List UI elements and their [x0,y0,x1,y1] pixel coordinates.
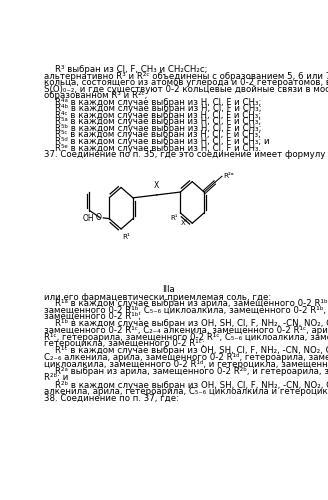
Text: R⁴ᵇ в каждом случае выбран из H, Cl, F и CH₃;: R⁴ᵇ в каждом случае выбран из H, Cl, F и… [55,104,262,114]
Text: 37. Соединение по п. 35, где это соединение имеет формулу IIIa: 37. Соединение по п. 35, где это соедине… [44,150,328,159]
Text: X¹: X¹ [181,220,188,226]
Text: R⁵ᶜ в каждом случае выбран из H, Cl, F и CH₃;: R⁵ᶜ в каждом случае выбран из H, Cl, F и… [55,130,261,140]
Text: R¹: R¹ [122,234,130,239]
Text: R¹ᶜ в каждом случае выбран из OH, SH, Cl, F, NH₂, -CN, NO₂, C₁₋₄ алкила и: R¹ᶜ в каждом случае выбран из OH, SH, Cl… [55,346,328,356]
Text: R¹ᵃ в каждом случае выбран из арила, замещенного 0-2 R¹ᵇ, гетероарила,: R¹ᵃ в каждом случае выбран из арила, зам… [55,299,328,308]
Text: R²ᵃ: R²ᵃ [223,174,234,180]
Text: R⁵ᵃ в каждом случае выбран из H, Cl, F и CH₃;: R⁵ᵃ в каждом случае выбран из H, Cl, F и… [55,118,261,126]
Text: альтернативно R³ и R²ᶜ объединены с образованием 5, 6 или 7-членного: альтернативно R³ и R²ᶜ объединены с обра… [44,72,328,80]
Text: R⁵ᵉ в каждом случае выбран из H, Cl, F и CH₃.: R⁵ᵉ в каждом случае выбран из H, Cl, F и… [55,144,261,152]
Text: R¹ᵇ в каждом случае выбран из OH, SH, Cl, F, NH₂, -CN, NO₂, C₁₋₄ алкила,: R¹ᵇ в каждом случае выбран из OH, SH, Cl… [55,320,328,328]
Text: R²ᵇ в каждом случае выбран из OH, SH, Cl, F, NH₂, -CN, NO₂, C₁₋₄ алкила, C₂₋₄: R²ᵇ в каждом случае выбран из OH, SH, Cl… [55,380,328,390]
Text: OH: OH [83,214,95,223]
Text: гетероцикла, замещенного 0-2 R¹ᶜ;: гетероцикла, замещенного 0-2 R¹ᶜ; [44,339,204,348]
Text: R¹: R¹ [170,215,178,221]
Text: R²ᵃ выбран из арила, замещенного 0-2 R²ᵇ, и гетероарила, замещенного 0-2: R²ᵃ выбран из арила, замещенного 0-2 R²ᵇ… [55,367,328,376]
Text: замещенного 0-2 R¹ᵇ, C₅₋₆ циклоалкила, замещенного 0-2 R¹ᵇ, и гетероцикла,: замещенного 0-2 R¹ᵇ, C₅₋₆ циклоалкила, з… [44,306,328,314]
Text: IIIa: IIIa [162,285,174,294]
Text: образованном R³ и R²ᶜ;: образованном R³ и R²ᶜ; [44,91,147,100]
Text: циклоалкила, замещенного 0-2 R¹ᵈ, и гетероцикла, замещенного 0-2 R¹ᵈ;: циклоалкила, замещенного 0-2 R¹ᵈ, и гете… [44,360,328,368]
Text: S(O)₀₋₂, и где существуют 0-2 кольцевые двойные связи в мостиковом участке,: S(O)₀₋₂, и где существуют 0-2 кольцевые … [44,84,328,94]
Text: C₂₋₆ алкенила, арила, замещенного 0-2 R¹ᵈ, гетероарила, замещенного 0-2 R¹ᵈ, C₅₋: C₂₋₆ алкенила, арила, замещенного 0-2 R¹… [44,353,328,362]
Text: O: O [96,214,102,222]
Text: или его фармацевтически приемлемая соль, где:: или его фармацевтически приемлемая соль,… [44,292,271,302]
Text: R⁴ᵃ в каждом случае выбран из H, Cl, F и CH₃;: R⁴ᵃ в каждом случае выбран из H, Cl, F и… [55,98,261,106]
Text: кольца, состоящего из атомов углерода и 0-2 гетероатомов, выбранных из O, N и: кольца, состоящего из атомов углерода и … [44,78,328,87]
Text: R⁵ᵇ в каждом случае выбран из H, Cl, F и CH₃;: R⁵ᵇ в каждом случае выбран из H, Cl, F и… [55,124,261,133]
Text: R¹ᶜ, гетероарила, замещенного 0-2 R¹ᶜ, C₅₋₆ циклоалкила, замещенного 0-2 R¹ᶜ, и: R¹ᶜ, гетероарила, замещенного 0-2 R¹ᶜ, C… [44,332,328,342]
Text: замещенного 0-2 R¹ᵇ;: замещенного 0-2 R¹ᵇ; [44,312,141,321]
Text: X: X [154,181,159,190]
Text: R⁴ᶜ в каждом случае выбран из H, Cl, F и CH₃;: R⁴ᶜ в каждом случае выбран из H, Cl, F и… [55,111,261,120]
Text: алкенила, арила, гетероарила, C₅₋₆ циклоалкила и гетероцикла.: алкенила, арила, гетероарила, C₅₋₆ цикло… [44,387,328,396]
Text: 38. Соединение по п. 37, где:: 38. Соединение по п. 37, где: [44,394,178,403]
Text: R³ выбран из Cl, F, CH₃ и CH₂CH₂с;: R³ выбран из Cl, F, CH₃ и CH₂CH₂с; [55,65,208,74]
Text: R²ᵇ; и: R²ᵇ; и [44,374,68,382]
Text: R⁵ᵈ в каждом случае выбран из H, Cl, F и CH₃; и: R⁵ᵈ в каждом случае выбран из H, Cl, F и… [55,137,270,146]
Text: замещенного 0-2 R¹ᶜ, C₂₋₄ алкенила, замещенного 0-2 R¹ᶜ, арила, замещенного 0-2: замещенного 0-2 R¹ᶜ, C₂₋₄ алкенила, заме… [44,326,328,335]
